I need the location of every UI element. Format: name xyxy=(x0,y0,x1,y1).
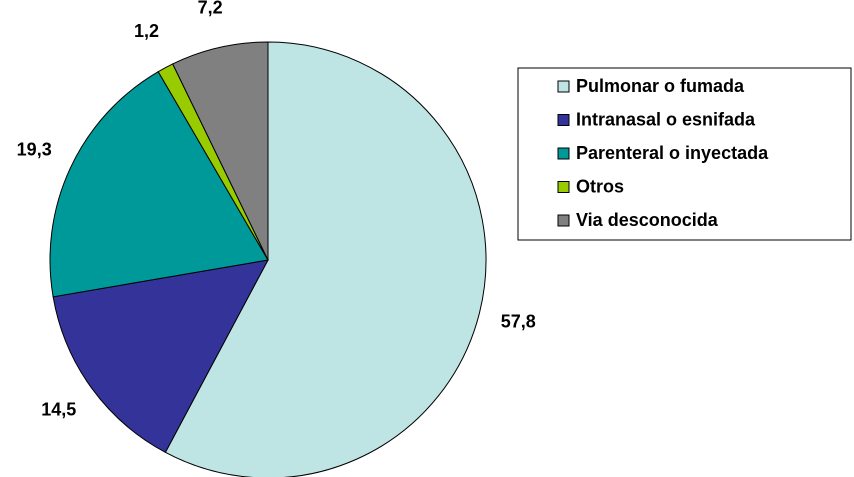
legend-swatch xyxy=(557,181,570,193)
pie-slice xyxy=(49,70,269,298)
data-label: 1,2 xyxy=(134,21,159,41)
legend-label: Pulmonar o fumada xyxy=(576,76,745,96)
pie-slice xyxy=(52,259,269,454)
legend-label: Intranasal o esnifada xyxy=(576,109,756,129)
data-label: 19,3 xyxy=(17,140,52,160)
legend-label: Via desconocida xyxy=(576,210,719,230)
data-label: 14,5 xyxy=(41,400,76,420)
pie-slice xyxy=(172,41,269,261)
legend-label: Otros xyxy=(576,176,624,196)
data-label: 7,2 xyxy=(198,0,223,17)
legend-label: Parenteral o inyectada xyxy=(576,143,769,163)
pie-slice xyxy=(164,41,487,477)
data-label: 57,8 xyxy=(501,311,536,331)
legend-swatch xyxy=(557,147,570,160)
legend-swatch xyxy=(557,80,570,93)
legend-swatch xyxy=(557,214,570,227)
legend-box xyxy=(517,67,852,241)
legend-swatch xyxy=(557,114,570,126)
